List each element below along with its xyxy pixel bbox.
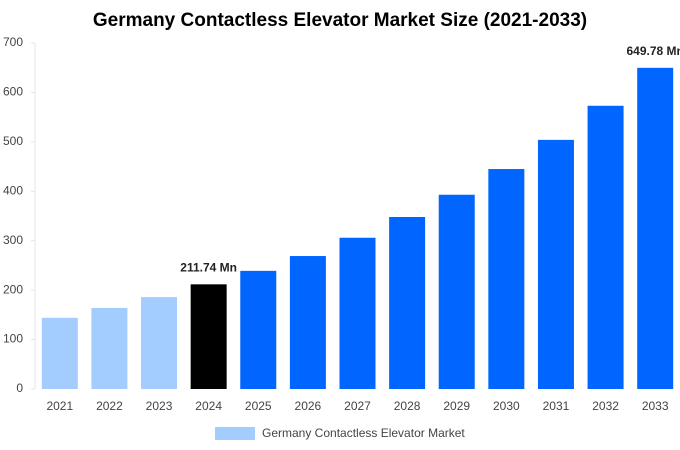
bar [537, 139, 574, 389]
y-tick-label: 100 [3, 332, 23, 346]
x-tick-label: 2022 [96, 399, 123, 413]
bar [488, 169, 525, 389]
y-tick-label: 300 [3, 233, 23, 247]
bar [438, 194, 475, 389]
x-tick-label: 2028 [394, 399, 421, 413]
chart-title: Germany Contactless Elevator Market Size… [93, 10, 587, 31]
x-tick-label: 2027 [344, 399, 371, 413]
bar [41, 317, 78, 389]
legend-swatch [215, 427, 255, 440]
data-label: 211.74 Mn [180, 261, 237, 275]
bar [141, 297, 178, 389]
bar [637, 67, 674, 389]
x-tick-label: 2023 [146, 399, 173, 413]
bar [587, 105, 624, 389]
legend-label: Germany Contactless Elevator Market [262, 426, 465, 440]
x-tick-label: 2021 [46, 399, 73, 413]
y-tick-label: 400 [3, 183, 23, 197]
x-tick-label: 2032 [592, 399, 619, 413]
x-tick-label: 2030 [493, 399, 520, 413]
x-tick-label: 2029 [443, 399, 470, 413]
x-tick-label: 2025 [245, 399, 272, 413]
data-label: 649.78 Mn [627, 44, 680, 58]
y-tick-label: 200 [3, 282, 23, 296]
bar [339, 237, 376, 389]
bar [289, 256, 326, 389]
bar [389, 216, 426, 389]
y-tick-label: 500 [3, 134, 23, 148]
x-tick-label: 2026 [295, 399, 322, 413]
bar [190, 284, 227, 389]
y-tick-label: 0 [16, 381, 23, 395]
bar [240, 270, 277, 389]
y-tick-label: 600 [3, 85, 23, 99]
bar [91, 307, 128, 389]
x-tick-label: 2031 [543, 399, 570, 413]
x-tick-label: 2024 [195, 399, 222, 413]
x-tick-label: 2033 [642, 399, 669, 413]
y-tick-label: 700 [3, 35, 23, 49]
